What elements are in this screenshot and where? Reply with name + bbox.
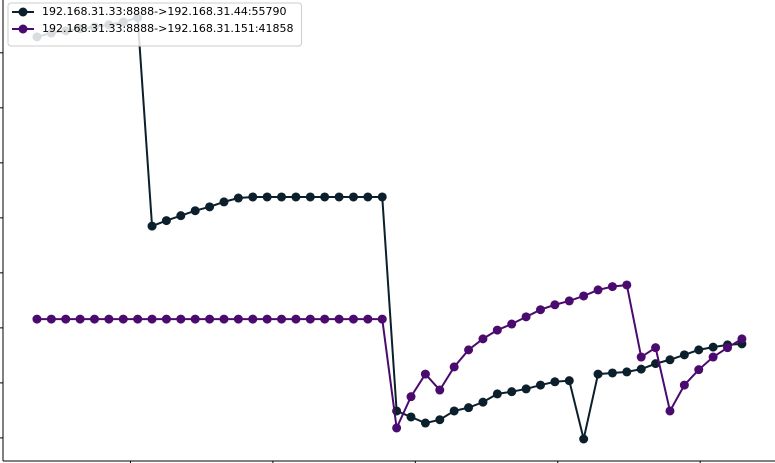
legend-marker	[18, 7, 28, 17]
data-point	[521, 312, 531, 322]
data-point	[636, 364, 646, 374]
data-point	[262, 314, 272, 324]
data-point	[334, 314, 344, 324]
data-point	[334, 192, 344, 202]
data-point	[305, 314, 315, 324]
data-point	[679, 350, 689, 360]
data-point	[708, 342, 718, 352]
data-point	[708, 352, 718, 362]
data-point	[233, 193, 243, 203]
legend: 192.168.31.33:8888->192.168.31.44:55790 1…	[7, 2, 303, 47]
data-point	[305, 192, 315, 202]
data-point	[233, 314, 243, 324]
data-point	[435, 415, 445, 425]
data-point	[320, 192, 330, 202]
data-point	[435, 385, 445, 395]
data-point	[205, 202, 215, 212]
data-point	[651, 343, 661, 353]
data-point	[420, 418, 430, 428]
data-point	[622, 280, 632, 290]
data-point	[133, 314, 143, 324]
data-point	[61, 314, 71, 324]
data-point	[46, 314, 56, 324]
data-point	[622, 367, 632, 377]
data-point	[665, 355, 675, 365]
data-point	[464, 345, 474, 355]
data-point	[737, 334, 747, 344]
data-point	[147, 221, 157, 231]
data-point	[507, 387, 517, 397]
data-point	[607, 282, 617, 292]
data-point	[205, 314, 215, 324]
data-point	[348, 192, 358, 202]
data-point	[449, 406, 459, 416]
data-point	[564, 376, 574, 386]
data-point	[535, 305, 545, 315]
data-point	[320, 314, 330, 324]
data-point	[277, 314, 287, 324]
data-point	[75, 314, 85, 324]
data-point	[248, 192, 258, 202]
data-point	[262, 192, 272, 202]
data-point	[607, 368, 617, 378]
data-point	[219, 314, 229, 324]
data-point	[291, 314, 301, 324]
data-point	[550, 300, 560, 310]
data-point	[363, 192, 373, 202]
data-point	[219, 197, 229, 207]
data-point	[147, 314, 157, 324]
data-point	[377, 192, 387, 202]
data-point	[507, 319, 517, 329]
data-point	[579, 434, 589, 444]
data-point	[176, 314, 186, 324]
data-point	[564, 296, 574, 306]
data-point	[161, 216, 171, 226]
legend-label: 192.168.31.33:8888->192.168.31.151:41858	[42, 22, 294, 35]
data-point	[406, 412, 416, 422]
legend-marker	[18, 24, 28, 34]
legend-box	[7, 2, 303, 47]
data-point	[478, 334, 488, 344]
data-point	[535, 380, 545, 390]
data-point	[161, 314, 171, 324]
data-point	[694, 365, 704, 375]
data-point	[406, 392, 416, 402]
data-point	[679, 380, 689, 390]
data-point	[118, 314, 128, 324]
data-point	[104, 314, 114, 324]
data-point	[593, 285, 603, 295]
data-point	[90, 314, 100, 324]
data-point	[190, 314, 200, 324]
data-point	[550, 377, 560, 387]
data-point	[449, 362, 459, 372]
data-point	[248, 314, 258, 324]
data-point	[694, 345, 704, 355]
data-point	[190, 206, 200, 216]
data-point	[420, 369, 430, 379]
data-point	[377, 314, 387, 324]
data-point	[579, 291, 589, 301]
data-point	[665, 406, 675, 416]
data-point	[492, 325, 502, 335]
data-point	[176, 211, 186, 221]
legend-label: 192.168.31.33:8888->192.168.31.44:55790	[42, 5, 287, 18]
data-point	[464, 403, 474, 413]
data-point	[636, 352, 646, 362]
data-point	[723, 343, 733, 353]
data-point	[348, 314, 358, 324]
data-point	[492, 389, 502, 399]
data-point	[593, 369, 603, 379]
data-point	[478, 397, 488, 407]
data-point	[291, 192, 301, 202]
data-point	[277, 192, 287, 202]
data-point	[392, 423, 402, 433]
data-point	[521, 384, 531, 394]
data-point	[363, 314, 373, 324]
data-point	[32, 314, 42, 324]
